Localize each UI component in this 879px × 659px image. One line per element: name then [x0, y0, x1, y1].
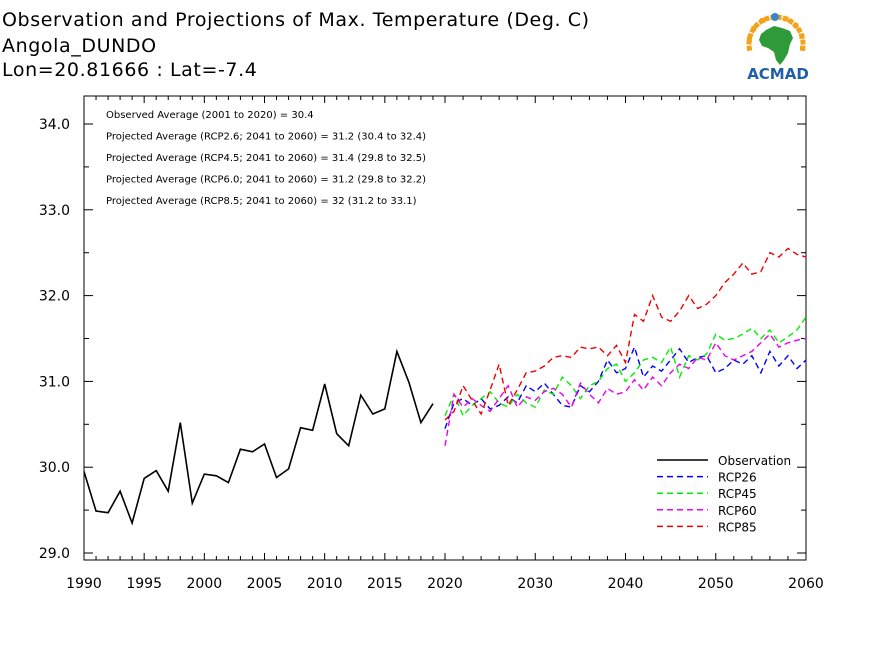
y-tick-label: 32.0 [39, 289, 70, 305]
legend-label: RCP26 [718, 471, 757, 485]
sun-ray [800, 45, 806, 51]
x-tick-label: 1995 [126, 576, 162, 592]
logo-text: ACMAD [747, 65, 809, 83]
legend-label: RCP60 [718, 504, 757, 518]
legend-label: Observation [718, 454, 791, 468]
series-rcp45-line [444, 316, 807, 418]
annotation-line: Projected Average (RCP4.5; 2041 to 2060)… [106, 153, 426, 164]
legend: Observation RCP26 RCP45 RCP60 RCP85 [657, 454, 791, 534]
sun-ray [763, 15, 771, 22]
chart-title: Observation and Projections of Max. Temp… [2, 9, 590, 31]
sun-ray [760, 18, 766, 24]
annotations: Observed Average (2001 to 2020) = 30.4 Pr… [106, 110, 426, 207]
sun-ray [800, 39, 806, 45]
series-rcp85-line [444, 247, 807, 421]
y-tick-label: 31.0 [39, 374, 70, 390]
annotation-line: Projected Average (RCP2.6; 2041 to 2060)… [106, 132, 426, 143]
x-tick-label: 2015 [367, 576, 403, 592]
x-tick-label: 2020 [427, 576, 463, 592]
annotation-line: Observed Average (2001 to 2020) = 30.4 [106, 110, 314, 121]
sun-ray [783, 16, 789, 22]
station-coordinates: Lon=20.81666 : Lat=-7.4 [2, 59, 258, 81]
legend-label: RCP45 [718, 487, 757, 501]
sun-ray [751, 26, 757, 32]
x-tick-label: 2030 [517, 576, 553, 592]
y-tick-label: 30.0 [39, 460, 70, 476]
y-tick-label: 29.0 [39, 546, 70, 562]
africa-sun-logo-icon [746, 13, 806, 65]
x-tick-label: 2060 [788, 576, 824, 592]
sun-ray [746, 45, 753, 52]
annotation-line: Projected Average (RCP8.5; 2041 to 2060)… [106, 196, 417, 207]
station-name: Angola_DUNDO [2, 35, 157, 57]
x-tick-label: 2010 [307, 576, 343, 592]
x-tick-label: 1990 [66, 576, 102, 592]
axes: 1990 1995 2000 2005 2010 2015 2020 2030 2040 2050… [39, 96, 824, 592]
y-tick-label: 34.0 [39, 117, 70, 133]
sun-ray [795, 26, 803, 34]
x-tick-label: 2005 [247, 576, 283, 592]
series-lines [83, 247, 807, 526]
legend-label: RCP85 [718, 520, 757, 534]
plot-frame [83, 95, 807, 561]
sun-ray [746, 37, 752, 43]
sun-ray [787, 17, 795, 25]
x-tick-label: 2000 [187, 576, 223, 592]
x-tick-label: 2050 [698, 576, 734, 592]
x-tick-label: 2040 [608, 576, 644, 592]
series-rcp26-line [444, 345, 807, 429]
sun-ray [799, 33, 805, 39]
series-rcp60-line [444, 333, 807, 446]
annotation-line: Projected Average (RCP6.0; 2041 to 2060)… [106, 175, 426, 186]
series-observation-line [83, 348, 434, 526]
acmad-logo: ACMAD [746, 13, 809, 83]
y-tick-label: 33.0 [39, 203, 70, 219]
sun-ray [793, 23, 799, 29]
